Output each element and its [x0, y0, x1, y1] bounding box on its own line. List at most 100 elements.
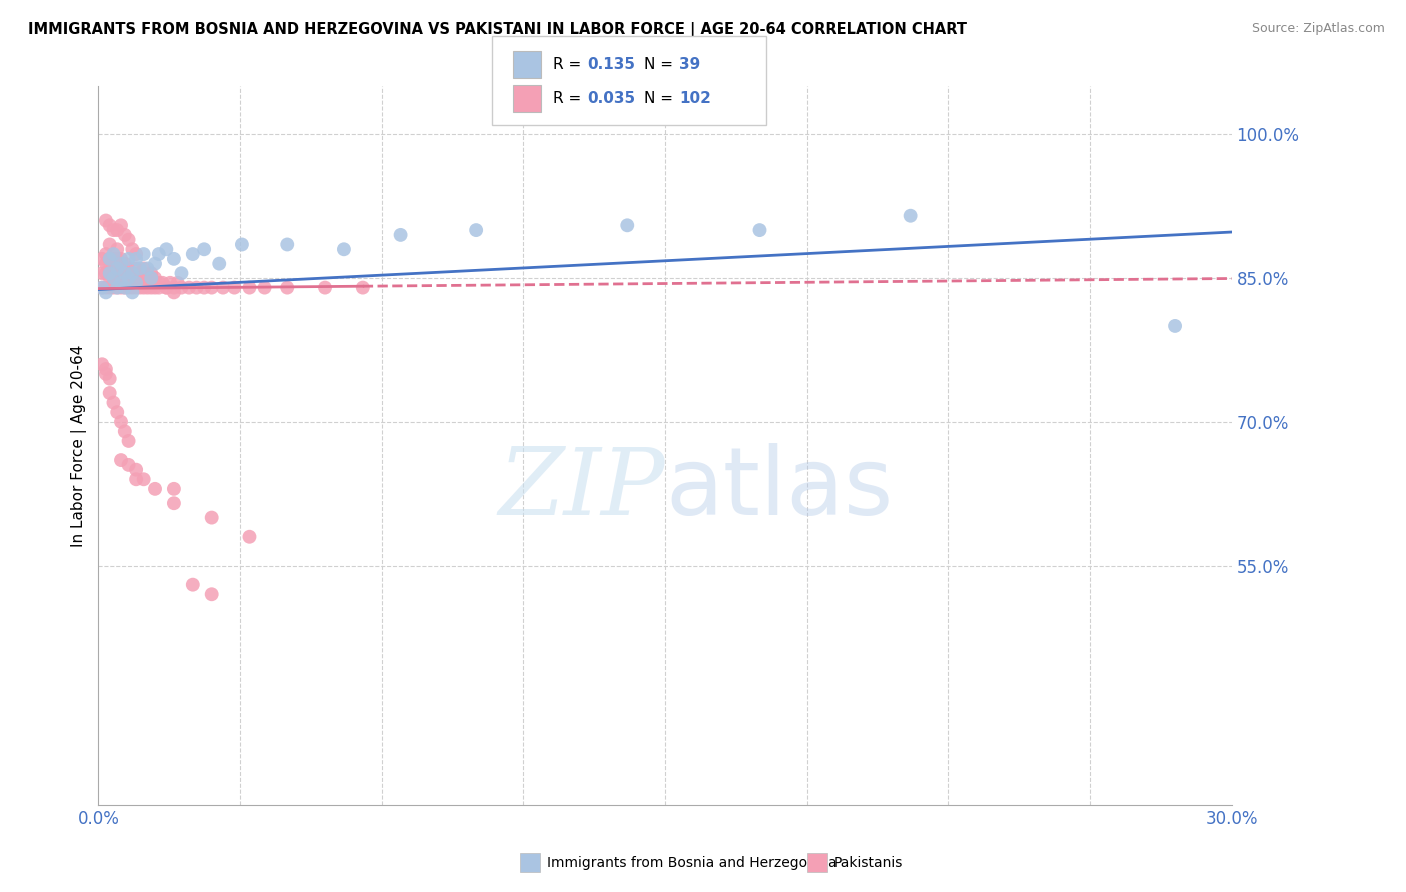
Point — [117, 271, 139, 285]
Point — [181, 247, 204, 261]
Point — [141, 271, 163, 285]
Point — [114, 266, 136, 280]
Point — [114, 227, 136, 242]
Point — [114, 280, 136, 294]
Point — [103, 271, 125, 285]
Point — [181, 577, 204, 591]
Text: N =: N = — [644, 57, 673, 71]
Point — [121, 266, 143, 280]
Point — [94, 285, 117, 300]
Y-axis label: In Labor Force | Age 20-64: In Labor Force | Age 20-64 — [72, 344, 87, 547]
Point — [98, 261, 121, 276]
Point — [121, 285, 143, 300]
Text: 102: 102 — [679, 91, 711, 105]
Point — [125, 261, 148, 276]
Point — [900, 209, 922, 223]
Point — [98, 219, 121, 233]
Point — [129, 261, 152, 276]
Point — [465, 223, 488, 237]
Point — [91, 280, 114, 294]
Point — [155, 280, 177, 294]
Point — [132, 261, 155, 276]
Point — [114, 257, 136, 271]
Point — [163, 496, 186, 510]
Point — [105, 280, 128, 294]
Point — [253, 280, 276, 294]
Point — [117, 271, 139, 285]
Point — [136, 261, 159, 276]
Point — [129, 280, 152, 294]
Text: Pakistanis: Pakistanis — [834, 855, 903, 870]
Point — [94, 362, 117, 376]
Text: Source: ZipAtlas.com: Source: ZipAtlas.com — [1251, 22, 1385, 36]
Point — [141, 271, 163, 285]
Point — [170, 280, 193, 294]
Point — [98, 386, 121, 401]
Point — [117, 434, 139, 448]
Point — [110, 257, 132, 271]
Point — [125, 247, 148, 261]
Text: 39: 39 — [679, 57, 700, 71]
Point — [125, 252, 148, 266]
Point — [91, 266, 114, 280]
Point — [91, 280, 114, 294]
Point — [94, 367, 117, 381]
Point — [117, 458, 139, 472]
Point — [94, 280, 117, 294]
Point — [231, 237, 253, 252]
Text: 0.135: 0.135 — [588, 57, 636, 71]
Point — [117, 261, 139, 276]
Point — [132, 247, 155, 261]
Point — [125, 280, 148, 294]
Point — [238, 280, 260, 294]
Point — [143, 271, 166, 285]
Point — [224, 280, 246, 294]
Point — [193, 280, 215, 294]
Point — [121, 280, 143, 294]
Point — [98, 266, 121, 280]
Point — [148, 247, 170, 261]
Point — [238, 530, 260, 544]
Point — [125, 472, 148, 486]
Point — [103, 271, 125, 285]
Point — [148, 276, 170, 290]
Text: R =: R = — [553, 57, 581, 71]
Point — [193, 242, 215, 256]
Point — [98, 271, 121, 285]
Point — [121, 242, 143, 256]
Point — [98, 252, 121, 266]
Point — [389, 227, 412, 242]
Point — [117, 252, 139, 266]
Point — [117, 280, 139, 294]
Point — [114, 425, 136, 439]
Point — [148, 280, 170, 294]
Point — [114, 280, 136, 294]
Point — [105, 276, 128, 290]
Point — [155, 280, 177, 294]
Point — [163, 252, 186, 266]
Point — [208, 257, 231, 271]
Point — [110, 280, 132, 294]
Point — [114, 276, 136, 290]
Point — [91, 357, 114, 371]
Point — [105, 242, 128, 256]
Point — [1164, 318, 1187, 333]
Point — [201, 280, 224, 294]
Point — [110, 219, 132, 233]
Point — [141, 280, 163, 294]
Point — [91, 252, 114, 266]
Point — [129, 276, 152, 290]
Point — [132, 271, 155, 285]
Point — [125, 276, 148, 290]
Point — [177, 280, 200, 294]
Point — [163, 285, 186, 300]
Point — [94, 266, 117, 280]
Text: atlas: atlas — [665, 442, 893, 535]
Point — [103, 223, 125, 237]
Point — [186, 280, 208, 294]
Point — [166, 276, 188, 290]
Point — [136, 280, 159, 294]
Point — [105, 261, 128, 276]
Text: ZIP: ZIP — [498, 444, 665, 533]
Point — [276, 237, 298, 252]
